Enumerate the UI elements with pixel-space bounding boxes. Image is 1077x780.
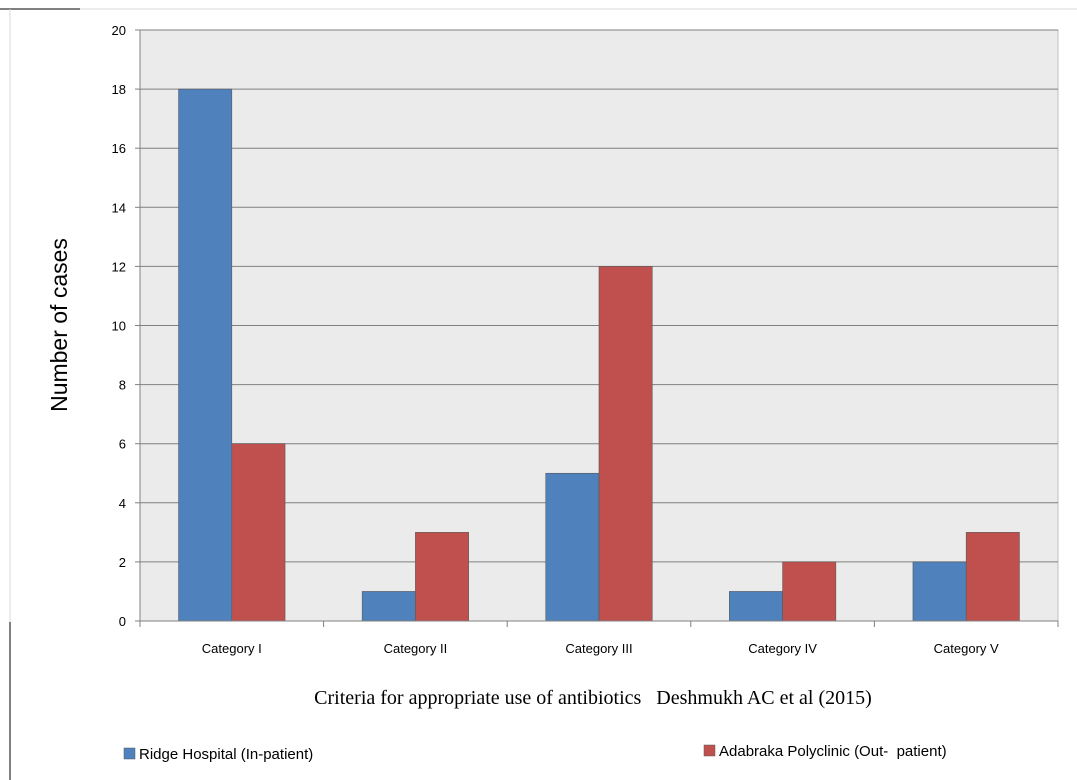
- legend-label-ridge-hospital: Ridge Hospital (In-patient): [139, 746, 313, 763]
- legend: Ridge Hospital (In-patient) Adabraka Pol…: [123, 743, 947, 763]
- y-tick-label-10: 10: [112, 319, 126, 334]
- bar-ridge-hospital-in-patient-category-i: [178, 88, 233, 622]
- bar-ridge-hospital-in-patient-category-iv: [729, 591, 783, 622]
- x-tick-labels: Category I Category II Category III Categor…: [202, 641, 999, 656]
- y-tick-label-8: 8: [119, 378, 126, 393]
- x-tick-label-category-iv: Category IV: [748, 641, 817, 656]
- bar-adabraka-polyclinic-out-patient-category-iv: [782, 561, 837, 622]
- bar-adabraka-polyclinic-out-patient-category-iii: [598, 266, 653, 622]
- axes: [135, 29, 1059, 627]
- legend-item-ridge-hospital: Ridge Hospital (In-patient): [123, 746, 313, 763]
- y-tick-label-14: 14: [112, 200, 126, 215]
- x-axis-label: Criteria for appropriate use of antibiot…: [314, 687, 872, 709]
- y-tick-label-20: 20: [112, 23, 126, 38]
- x-tick-label-category-v: Category V: [934, 641, 999, 656]
- y-tick-label-6: 6: [119, 437, 126, 452]
- y-axis-label: Number of cases: [46, 238, 72, 412]
- legend-label-adabraka-polyclinic: Adabraka Polyclinic (Out- patient): [719, 743, 947, 760]
- y-tick-label-12: 12: [112, 259, 126, 274]
- bar-adabraka-polyclinic-out-patient-category-i: [231, 443, 286, 622]
- x-tick-label-category-iii: Category III: [565, 641, 632, 656]
- x-tick-label-category-ii: Category II: [384, 641, 448, 656]
- y-tick-label-16: 16: [112, 141, 126, 156]
- bar-ridge-hospital-in-patient-category-v: [912, 561, 967, 622]
- x-tick-label-category-i: Category I: [202, 641, 262, 656]
- y-tick-label-2: 2: [119, 555, 126, 570]
- bar-adabraka-polyclinic-out-patient-category-ii: [415, 532, 469, 622]
- y-tick-label-18: 18: [112, 82, 126, 97]
- bars: [178, 88, 1020, 622]
- y-tick-label-4: 4: [119, 496, 126, 511]
- bar-ridge-hospital-in-patient-category-ii: [361, 591, 416, 622]
- legend-item-adabraka-polyclinic: Adabraka Polyclinic (Out- patient): [703, 743, 947, 760]
- y-tick-label-0: 0: [119, 614, 126, 629]
- y-tick-labels: 0 2 4 6 8 10 12 14 16 18 20: [112, 23, 126, 629]
- bar-ridge-hospital-in-patient-category-iii: [545, 472, 600, 622]
- legend-swatch-ridge-hospital: [123, 747, 136, 760]
- legend-swatch-adabraka-polyclinic: [703, 744, 716, 757]
- bar-adabraka-polyclinic-out-patient-category-v: [965, 532, 1020, 622]
